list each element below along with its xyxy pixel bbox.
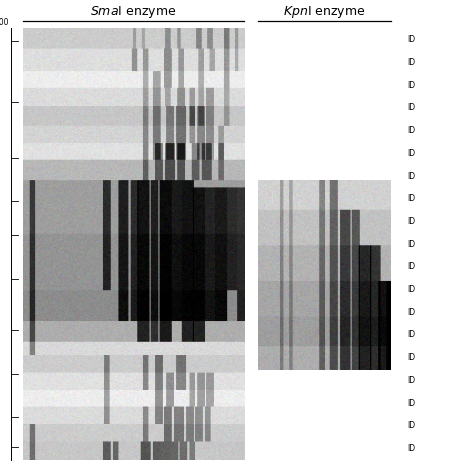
- Text: 100: 100: [0, 18, 9, 27]
- Text: ID: ID: [408, 444, 416, 453]
- Text: ID: ID: [408, 35, 416, 44]
- Text: $\it{Sma}$I enzyme: $\it{Sma}$I enzyme: [90, 4, 177, 20]
- Text: ID: ID: [408, 81, 416, 90]
- Text: ID: ID: [408, 217, 416, 226]
- Text: ID: ID: [408, 376, 416, 385]
- Text: ID: ID: [408, 126, 416, 135]
- Text: ID: ID: [408, 58, 416, 67]
- Text: ID: ID: [408, 353, 416, 362]
- Text: ID: ID: [408, 330, 416, 339]
- Text: ID: ID: [408, 285, 416, 294]
- Text: ID: ID: [408, 399, 416, 408]
- Text: ID: ID: [408, 262, 416, 271]
- Text: ID: ID: [408, 194, 416, 203]
- Text: ID: ID: [408, 308, 416, 317]
- Text: ID: ID: [408, 103, 416, 112]
- Text: ID: ID: [408, 240, 416, 248]
- Text: ID: ID: [408, 149, 416, 158]
- Text: ID: ID: [408, 421, 416, 430]
- Text: $\it{Kpn}$I enzyme: $\it{Kpn}$I enzyme: [283, 4, 366, 20]
- Text: ID: ID: [408, 172, 416, 181]
